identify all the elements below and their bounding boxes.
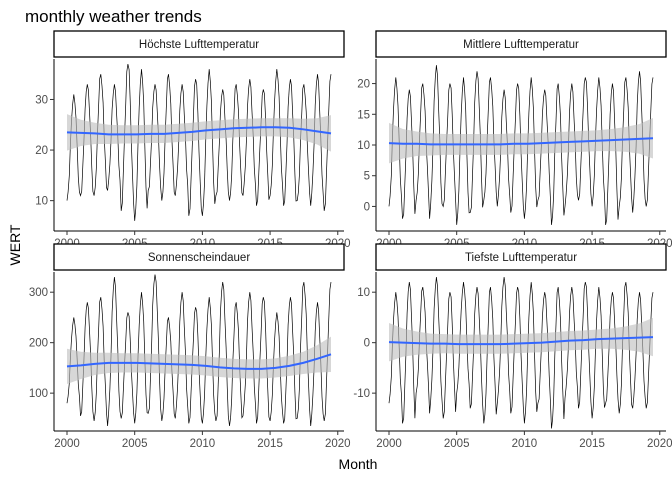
x-axis-title: Month [339,456,378,472]
y-tick-label: 10 [357,287,370,299]
y-tick-label: 20 [357,79,370,91]
x-tick-label: 2000 [376,438,402,450]
smooth-trend-line [66,353,332,370]
y-tick-label: 15 [357,109,370,121]
y-tick-label: 10 [35,196,48,208]
x-tick-label: 2020 [647,438,672,450]
y-tick-label: 20 [35,145,48,157]
facet-strip-label: Höchste Lufttemperatur [139,39,259,51]
confidence-band [67,114,331,152]
x-tick-label: 2005 [444,438,470,450]
confidence-band [67,336,331,385]
x-tick-label: 2010 [512,438,538,450]
facet-strip [375,243,667,271]
x-tick-label: 2005 [122,438,148,450]
facet-strip [375,30,667,58]
smooth-trend-line [388,336,654,346]
x-tick-label: 2010 [190,438,216,450]
facet-panel: Sonnenscheindauer 100 200 300 2000 2005 2010 20… [29,243,351,450]
smooth-trend-line [388,137,654,146]
y-tick-label: 30 [35,94,48,106]
y-tick-label: 5 [364,171,370,183]
y-axis-title: WERT [7,224,23,265]
y-tick-label: 0 [364,338,370,350]
y-tick-label: 300 [29,287,48,299]
facet-panel: Höchste Lufttemperatur102030200020052010… [35,30,351,250]
confidence-band [389,317,653,362]
facet-strip [53,30,345,58]
facet-strip-label: Sonnenscheindauer [148,252,250,264]
chart-title: monthly weather trends [25,7,202,26]
y-tick-label: 100 [29,388,48,400]
series-line [66,274,332,427]
facet-panel: Mittlere Lufttemperatur05101520200020052… [357,30,672,250]
confidence-band [389,117,653,164]
y-tick-label: 10 [357,140,370,152]
x-tick-label: 2015 [257,438,283,450]
x-tick-label: 2015 [579,438,605,450]
y-tick-label: 200 [29,338,48,350]
facet-strip-label: Tiefste Lufttemperatur [465,252,577,264]
smooth-trend-line [66,126,332,136]
facet-strip-label: Mittlere Lufttemperatur [463,39,579,51]
x-tick-label: 2020 [325,438,351,450]
facet-panel: Tiefste Lufttemperatur -10 0 10 2000 2005 2010… [353,243,672,450]
y-tick-label: 0 [364,201,370,213]
y-tick-label: -10 [353,388,370,400]
facet-strip [53,243,345,271]
x-tick-label: 2000 [54,438,80,450]
